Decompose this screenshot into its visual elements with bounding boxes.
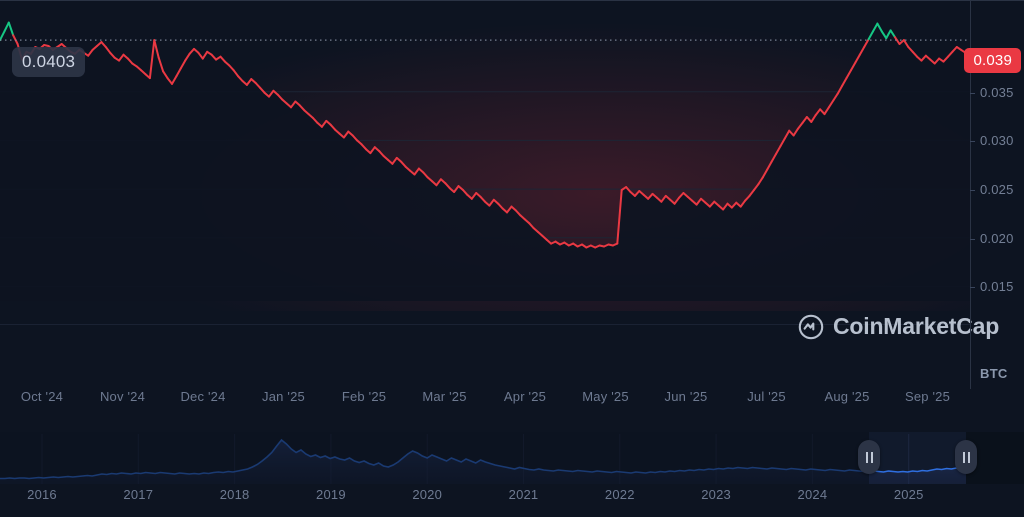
reference-price-badge: 0.0403	[12, 47, 86, 77]
y-axis-unit-label: BTC	[980, 366, 1008, 381]
y-axis-tick: 0.015	[970, 279, 1024, 295]
y-axis: 0.035 0.030 0.025 0.020 0.015 BTC	[970, 1, 1024, 389]
navigator-x-tick-label: 2023	[701, 487, 731, 502]
drag-handle-icon	[967, 451, 970, 463]
x-axis-tick-label: Oct '24	[20, 389, 64, 404]
navigator-x-tick-label: 2024	[797, 487, 828, 502]
navigator-handle-left[interactable]	[858, 440, 880, 474]
drag-handle-icon	[962, 451, 965, 463]
navigator-x-tick-label: 2019	[316, 487, 346, 502]
navigator-x-tick-label: 2025	[893, 487, 924, 502]
x-axis-tick-label: Nov '24	[99, 389, 146, 404]
price-plot-area[interactable]	[0, 1, 970, 325]
y-axis-tick: 0.030	[970, 133, 1024, 149]
x-axis-tick-label: Mar '25	[422, 389, 467, 404]
navigator-x-axis: 2016 2017 2018 2019 2020 2021 2022 2023 2024 2025	[0, 487, 1024, 513]
x-axis-tick-label: Jul '25	[747, 389, 786, 404]
top-divider	[0, 0, 1024, 1]
y-axis-tick: 0.020	[970, 231, 1024, 247]
navigator-x-tick-label: 2021	[508, 487, 539, 502]
y-tick-label: 0.035	[980, 84, 1014, 100]
x-axis: Oct '24 Nov '24 Dec '24 Jan '25 Feb '25 Mar '…	[0, 389, 970, 419]
drag-handle-icon	[865, 451, 868, 463]
x-axis-tick-label: Feb '25	[341, 389, 387, 404]
y-axis-line	[970, 1, 971, 389]
x-axis-tick-label: Sep '25	[904, 389, 951, 404]
x-axis-tick-label: Aug '25	[824, 389, 870, 404]
y-tick-label: 0.020	[980, 230, 1014, 246]
x-axis-tick-label: Dec '24	[180, 389, 226, 404]
y-tick-mark	[970, 92, 975, 94]
price-line-chart	[0, 1, 970, 325]
coinmarketcap-logo-icon	[798, 314, 824, 339]
y-tick-mark	[970, 238, 975, 240]
y-tick-mark	[970, 141, 975, 143]
coinmarketcap-watermark: CoinMarketCap	[798, 313, 999, 340]
navigator-x-tick-label: 2022	[604, 487, 635, 502]
y-axis-tick: 0.025	[970, 182, 1024, 198]
y-tick-label: 0.015	[980, 279, 1014, 295]
navigator-x-tick-label: 2017	[123, 487, 154, 502]
y-axis-tick: 0.035	[970, 85, 1024, 101]
y-tick-label: 0.025	[980, 182, 1014, 198]
y-tick-mark	[970, 190, 975, 192]
navigator-mask-left	[0, 432, 869, 484]
navigator-handle-right[interactable]	[955, 440, 977, 474]
navigator-x-tick-label: 2020	[412, 487, 443, 502]
navigator-x-tick-label: 2016	[27, 487, 57, 502]
y-tick-label: 0.030	[980, 133, 1014, 149]
x-axis-tick-label: Jun '25	[664, 389, 708, 404]
range-navigator[interactable]	[0, 432, 1024, 484]
x-axis-tick-label: Jan '25	[262, 389, 305, 404]
x-axis-tick-label: Apr '25	[503, 389, 547, 404]
x-axis-tick-label: May '25	[582, 389, 629, 404]
y-tick-mark	[970, 287, 975, 289]
watermark-text: CoinMarketCap	[833, 313, 1000, 339]
current-price-badge: 0.039	[964, 48, 1021, 73]
drag-handle-icon	[870, 451, 873, 463]
navigator-x-tick-label: 2018	[219, 487, 250, 502]
